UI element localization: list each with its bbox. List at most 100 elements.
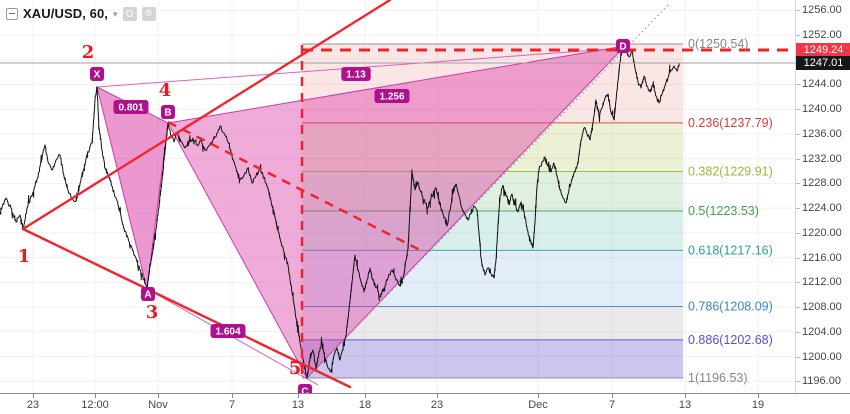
wave-number[interactable]: 4 — [159, 80, 172, 101]
price-tick-label: 1236.00 — [802, 127, 842, 140]
fib-label: 0.236(1237.79) — [688, 116, 773, 130]
fib-labels: 0(1250.54) 0.236(1237.79) 0.382(1229.91) 0.… — [688, 37, 773, 385]
fib-band — [302, 122, 683, 172]
time-tick-mark — [758, 394, 759, 398]
pattern-chip-label: B — [164, 108, 171, 119]
price-tick-label: 1228.00 — [802, 177, 842, 190]
price-tick-label: 1232.00 — [802, 152, 842, 165]
pattern-chip[interactable] — [341, 67, 371, 81]
price-tick-label: 1256.00 — [802, 4, 842, 17]
symbol-legend: XAU/USD, 60, ▾ ⚙ — [6, 6, 156, 21]
price-tick-mark — [796, 84, 800, 86]
fib-label: 0(1250.54) — [688, 37, 748, 51]
minus-glyph — [9, 12, 15, 15]
time-tick-mark — [95, 394, 96, 398]
pattern-chip[interactable] — [113, 100, 149, 114]
time-tick-label: 13 — [678, 399, 692, 411]
alert-price-tag: 1249.24 — [796, 43, 850, 57]
pattern-chip-label: 1.13 — [346, 70, 366, 81]
time-tick-label: 18 — [358, 399, 372, 411]
pattern-chip-label: 1.604 — [215, 327, 240, 338]
time-tick-label: 19 — [751, 399, 765, 411]
time-tick-mark — [365, 394, 366, 398]
harmonic-pattern[interactable] — [96, 45, 627, 386]
symbol-title[interactable]: XAU/USD, 60, — [23, 6, 109, 21]
chart-plot-area[interactable]: 0(1250.54) 0.236(1237.79) 0.382(1229.91) 0.… — [0, 0, 795, 393]
price-tick-mark — [796, 381, 800, 383]
time-tick-label: 12:00 — [81, 399, 109, 411]
pattern-chips[interactable]: X A B C D 0.801 1.13 1.256 1.604 — [90, 39, 630, 393]
time-axis[interactable]: 23 12:00 Nov 7 13 18 23 Dec 7 13 19 — [0, 393, 850, 414]
rising-trendline[interactable] — [21, 0, 392, 231]
settings-gear-icon[interactable]: ⚙ — [141, 6, 156, 21]
price-tick-label: 1212.00 — [802, 276, 842, 289]
price-tick-mark — [796, 133, 800, 135]
trend-dotted-line[interactable] — [306, 4, 669, 379]
pattern-triangle-xab[interactable] — [96, 86, 169, 290]
price-axis[interactable]: 1256.00 1252.00 1244.00 1240.00 1236.00 1232.… — [795, 0, 850, 393]
chart-canvas[interactable]: 0(1250.54) 0.236(1237.79) 0.382(1229.91) 0.… — [0, 0, 795, 393]
pattern-chip[interactable] — [90, 67, 104, 81]
price-tick-label: 1216.00 — [802, 251, 842, 264]
fib-label: 0.5(1223.53) — [688, 204, 759, 218]
price-tick-mark — [796, 307, 800, 309]
circle-glyph — [126, 10, 134, 17]
price-tick-mark — [796, 331, 800, 333]
fib-label: 0.618(1217.16) — [688, 243, 773, 257]
price-tick-mark — [796, 208, 800, 210]
trend-lines[interactable] — [21, 0, 392, 389]
time-tick-mark — [437, 394, 438, 398]
fib-band — [302, 44, 683, 123]
wave-number[interactable]: 5 — [289, 358, 302, 379]
fib-band — [302, 211, 683, 251]
wave-number[interactable]: 2 — [82, 42, 95, 63]
pattern-chip[interactable] — [161, 105, 175, 119]
price-tick-label: 1204.00 — [802, 325, 842, 338]
price-tick-label: 1240.00 — [802, 103, 842, 116]
dashed-lines[interactable] — [167, 45, 795, 378]
chevron-down-icon[interactable]: ▾ — [113, 9, 118, 19]
pattern-chip[interactable] — [374, 89, 410, 103]
fib-retracement[interactable] — [302, 43, 683, 379]
time-tick-label: Dec — [528, 399, 548, 411]
visibility-toggle-icon[interactable] — [122, 6, 137, 21]
price-tick-label: 1252.00 — [802, 28, 842, 41]
price-tick-mark — [796, 34, 800, 36]
wave-number[interactable]: 3 — [146, 302, 159, 323]
dotted-guide[interactable] — [306, 4, 669, 379]
elliott-wave-labels[interactable]: 1 2 3 4 5 — [18, 42, 302, 379]
pattern-chip-label: X — [94, 70, 101, 81]
time-tick-label: 7 — [608, 399, 616, 411]
pattern-chip-label: A — [144, 290, 151, 301]
falling-trendline[interactable] — [21, 227, 352, 389]
time-tick-label: 23 — [26, 399, 40, 411]
time-tick-mark — [612, 394, 613, 398]
pattern-chip[interactable] — [298, 384, 312, 393]
time-tick-label: 23 — [430, 399, 444, 411]
pattern-chip-label: D — [619, 42, 626, 53]
time-tick-mark — [33, 394, 34, 398]
price-tick-mark — [796, 183, 800, 185]
collapse-icon[interactable] — [6, 7, 18, 20]
pattern-chip[interactable] — [210, 324, 246, 338]
pattern-chip[interactable] — [616, 39, 630, 53]
price-tick-label: 1224.00 — [802, 202, 842, 215]
time-tick-mark — [538, 394, 539, 398]
price-tick-label: 1244.00 — [802, 78, 842, 91]
fib-label: 1(1196.53) — [688, 371, 748, 385]
pattern-chip[interactable] — [141, 287, 155, 301]
price-tick-label: 1208.00 — [802, 301, 842, 314]
candlestick-series — [0, 44, 680, 379]
fib-label: 0.786(1208.09) — [688, 299, 773, 313]
pattern-chip-label: 0.801 — [118, 103, 143, 114]
wave-number[interactable]: 1 — [18, 246, 31, 267]
pattern-triangle-bcd[interactable] — [167, 45, 627, 379]
fib-band — [302, 306, 683, 340]
price-tick-mark — [796, 232, 800, 234]
price-tick-mark — [796, 257, 800, 259]
fib-band — [302, 171, 683, 212]
price-tick-mark — [796, 10, 800, 12]
price-tick-mark — [796, 109, 800, 111]
pattern-chip-label: 1.256 — [379, 92, 404, 103]
